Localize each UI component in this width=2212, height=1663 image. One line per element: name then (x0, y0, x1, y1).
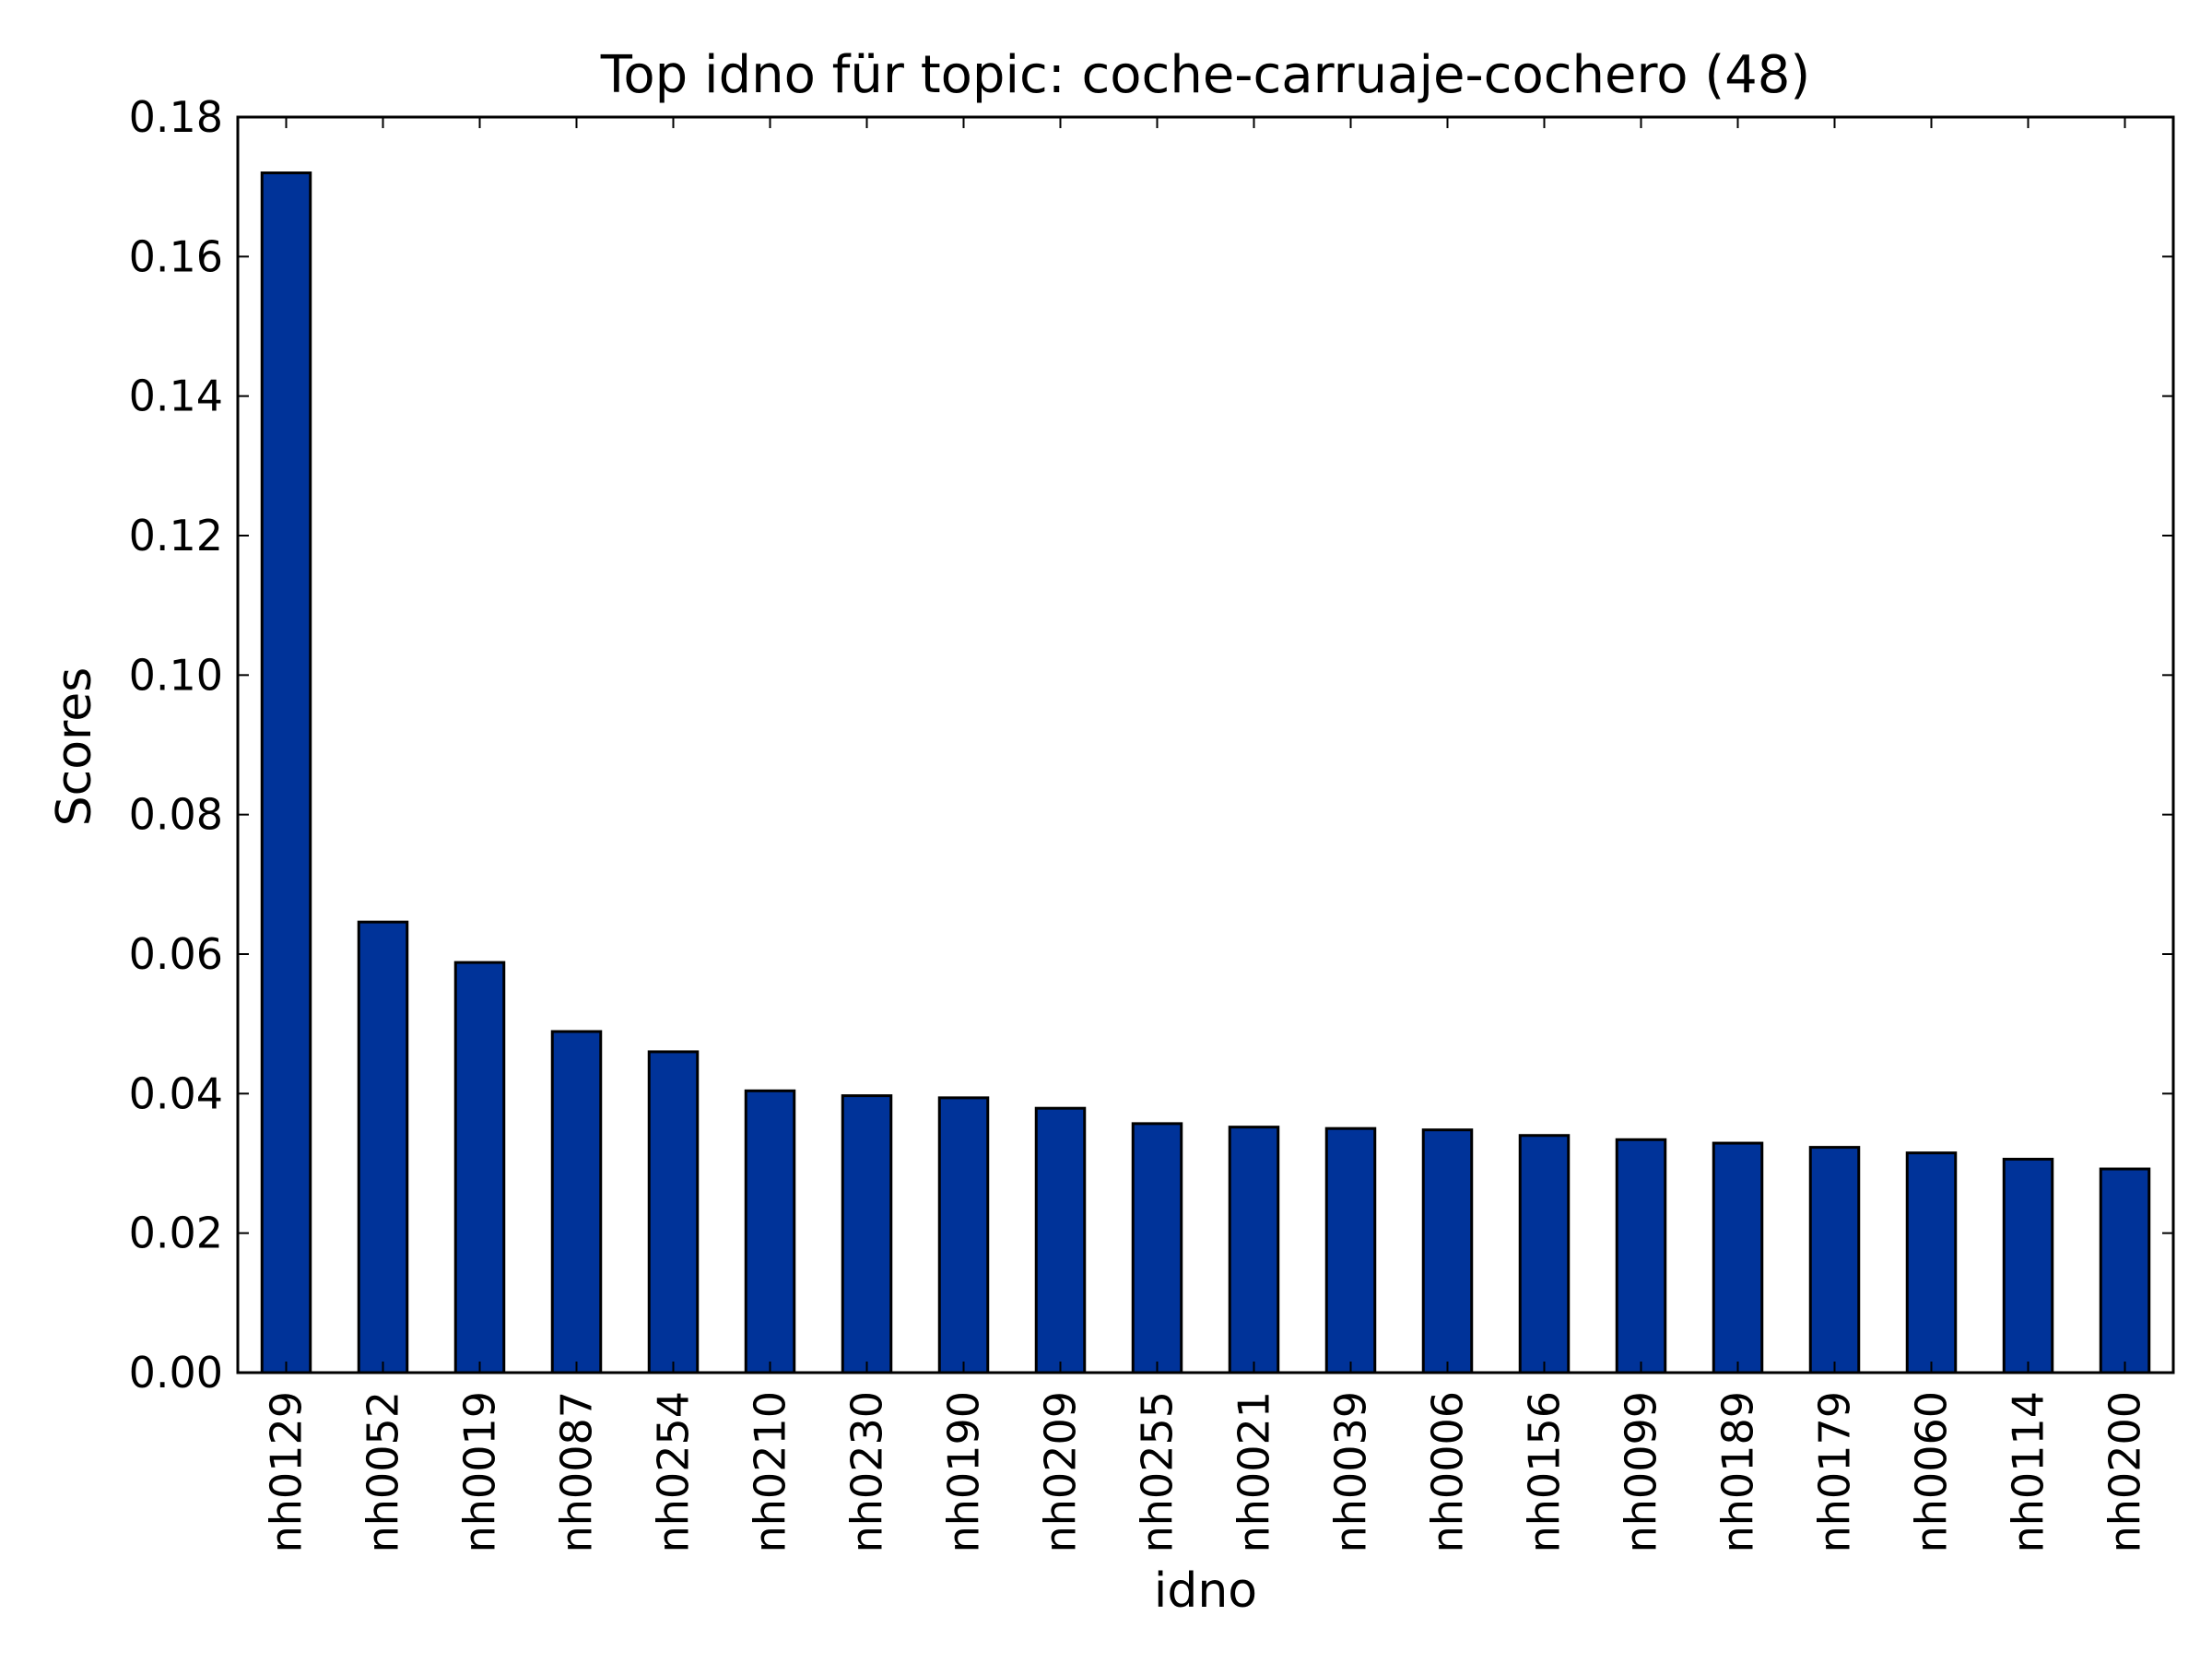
y-tick-label: 0.00 (129, 1348, 223, 1398)
bar-nh0129 (260, 171, 312, 1374)
bar-nh0200 (2099, 1167, 2151, 1374)
y-tick-label: 0.02 (129, 1209, 223, 1258)
x-tick-label: nh0114 (2004, 1391, 2053, 1552)
bar-nh0019 (453, 961, 506, 1374)
y-tick-label: 0.04 (129, 1068, 223, 1118)
x-tick-label: nh0019 (455, 1391, 505, 1552)
x-tick-label: nh0129 (262, 1391, 312, 1552)
x-tick-label: nh0190 (939, 1391, 989, 1552)
x-tick-label: nh0087 (552, 1391, 602, 1552)
bar-nh0209 (1034, 1106, 1087, 1374)
y-tick-label: 0.08 (129, 790, 223, 840)
axis-ticks (238, 116, 2173, 1374)
y-tick-labels: 0.00 0.02 0.04 0.06 0.08 0.10 0.12 0.14 0.16 0.18 (129, 92, 223, 1398)
bar-nh0021 (1228, 1126, 1280, 1374)
bar-nh0230 (841, 1094, 893, 1374)
x-tick-label: nh0060 (1907, 1391, 1957, 1552)
chart-title: Top idno für topic: coche-carruaje-coche… (600, 45, 1811, 105)
x-axis-label: idno (1154, 1563, 1257, 1619)
x-tick-label: nh0006 (1423, 1391, 1473, 1552)
x-tick-label: nh0230 (842, 1391, 892, 1552)
bar-nh0190 (937, 1096, 990, 1374)
x-tick-label: nh0156 (1520, 1391, 1570, 1552)
bar-nh0039 (1324, 1126, 1377, 1374)
bar-nh0099 (1615, 1138, 1667, 1374)
x-tick-label: nh0189 (1713, 1391, 1763, 1552)
x-tick-label: nh0200 (2100, 1391, 2150, 1552)
x-tick-label: nh0179 (1810, 1391, 1860, 1552)
x-tick-label: nh0255 (1133, 1391, 1182, 1552)
y-tick-label: 0.10 (129, 650, 223, 700)
x-tick-label: nh0039 (1326, 1391, 1376, 1552)
x-tick-label: nh0254 (649, 1391, 699, 1552)
y-tick-label: 0.06 (129, 929, 223, 979)
bar-nh0060 (1905, 1151, 1958, 1374)
bar-nh0210 (744, 1089, 796, 1374)
bar-nh0052 (357, 920, 409, 1374)
x-tick-label: nh0209 (1036, 1391, 1086, 1552)
bar-nh0006 (1421, 1128, 1474, 1374)
x-tick-label: nh0052 (359, 1391, 408, 1552)
bars-layer (260, 171, 2151, 1374)
y-tick-label: 0.16 (129, 231, 223, 281)
y-tick-label: 0.12 (129, 511, 223, 560)
y-tick-label: 0.18 (129, 92, 223, 142)
bar-nh0255 (1131, 1122, 1183, 1374)
y-tick-label: 0.14 (129, 372, 223, 421)
bar-nh0254 (647, 1050, 700, 1374)
x-tick-label: nh0210 (746, 1391, 795, 1552)
bar-nh0156 (1518, 1134, 1571, 1374)
bar-nh0114 (2002, 1157, 2054, 1374)
bar-nh0189 (1712, 1141, 1764, 1374)
plot-area-frame (236, 115, 2175, 1374)
bar-nh0179 (1808, 1146, 1861, 1374)
x-tick-label: nh0021 (1230, 1391, 1279, 1552)
bar-nh0087 (550, 1030, 603, 1374)
y-axis-label: Scores (47, 667, 102, 827)
x-tick-label: nh0099 (1617, 1391, 1666, 1552)
x-tick-labels: nh0129 nh0052 nh0019 nh0087 nh0254 nh0210 nh02… (262, 1391, 2150, 1552)
